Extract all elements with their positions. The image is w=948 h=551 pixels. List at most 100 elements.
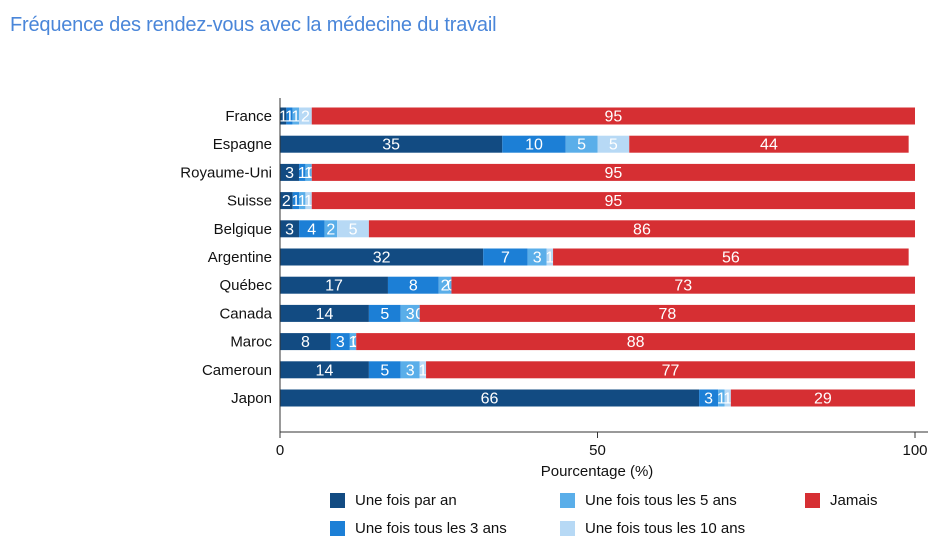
bar-segment xyxy=(280,304,369,322)
bar-segment xyxy=(280,333,331,351)
bar-segment xyxy=(349,333,357,351)
bar-segment xyxy=(368,220,915,238)
bar-value-label: 14 xyxy=(316,362,334,379)
category-label: Belgique xyxy=(214,221,272,238)
bar-segment xyxy=(280,163,300,181)
bar-segment xyxy=(299,107,312,125)
bar-segment xyxy=(419,304,915,322)
legend-item-jamais: Jamais xyxy=(805,492,878,509)
bar-value-label: 2 xyxy=(441,278,450,295)
bar-segment xyxy=(724,389,731,407)
bar-value-label: 1 xyxy=(723,391,732,408)
category-labels: France Espagne Royaume-Uni Suisse Belgique Ar… xyxy=(180,108,272,407)
bar-value-label: 5 xyxy=(380,306,389,323)
bar-segment xyxy=(337,220,369,238)
bar-segment xyxy=(553,248,909,266)
category-label: Québec xyxy=(219,277,272,294)
bar-segment xyxy=(527,248,547,266)
category-label: Canada xyxy=(219,305,272,322)
bar-value-label: 1 xyxy=(291,109,300,126)
bar-segment xyxy=(305,192,312,210)
bar-value-label: 3 xyxy=(533,250,542,267)
bar-segment xyxy=(438,276,452,294)
bar-value-label: 4 xyxy=(307,221,316,238)
bar-segment xyxy=(299,192,306,210)
bar-value-label: 29 xyxy=(814,391,832,408)
bar-value-label: 3 xyxy=(704,391,713,408)
bar-value-label: 8 xyxy=(301,334,310,351)
x-axis: 0 50 100 xyxy=(276,98,928,459)
bar-segment xyxy=(280,389,700,407)
bar-value-label: 7 xyxy=(501,250,510,267)
bar-value-label: 1 xyxy=(285,109,294,126)
legend-label-5-ans: Une fois tous les 5 ans xyxy=(585,492,737,509)
bar-segment xyxy=(546,248,554,266)
bar-value-label: 1 xyxy=(717,391,726,408)
bar-value-label: 1 xyxy=(298,193,307,210)
bar-segment xyxy=(280,248,484,266)
bar-value-label: 77 xyxy=(662,362,680,379)
bars-group: 1112953510554431109521119534258632731561… xyxy=(279,107,915,408)
bar-segment xyxy=(565,135,598,153)
bar-segment xyxy=(730,389,915,407)
bar-value-label: 1 xyxy=(545,250,554,267)
bar-value-label: 5 xyxy=(380,362,389,379)
bar-segment xyxy=(311,107,915,125)
bar-segment xyxy=(311,192,915,210)
bar-value-label: 5 xyxy=(609,137,618,154)
bar-value-label: 73 xyxy=(674,278,692,295)
category-label: Japon xyxy=(231,390,272,407)
bar-segment xyxy=(280,361,369,379)
legend-swatch-5-ans xyxy=(560,493,575,508)
bar-segment xyxy=(400,361,420,379)
bar-segment xyxy=(368,304,401,322)
x-tick-label: 100 xyxy=(902,442,927,459)
bar-segment xyxy=(387,276,439,294)
legend-item-5-ans: Une fois tous les 5 ans xyxy=(560,492,737,509)
bar-value-label: 2 xyxy=(326,221,335,238)
bar-value-label: 1 xyxy=(279,109,288,126)
bar-segment xyxy=(451,276,915,294)
bar-segment xyxy=(280,276,388,294)
bar-value-label: 95 xyxy=(604,109,622,126)
bar-value-label: 44 xyxy=(760,137,778,154)
legend-item-10-ans: Une fois tous les 10 ans xyxy=(560,520,745,537)
x-tick-label: 50 xyxy=(589,442,606,459)
bar-segment xyxy=(629,135,909,153)
legend-swatch-10-ans xyxy=(560,521,575,536)
bar-value-label: 2 xyxy=(301,109,310,126)
bar-value-label: 5 xyxy=(349,221,358,238)
bar-value-label: 1 xyxy=(298,165,307,182)
bar-segment xyxy=(699,389,719,407)
bar-value-label: 35 xyxy=(382,137,400,154)
bar-segment xyxy=(305,163,312,181)
bar-value-label: 1 xyxy=(304,165,313,182)
bar-segment xyxy=(419,361,427,379)
page-title: Fréquence des rendez-vous avec la médeci… xyxy=(10,14,497,36)
bar-segment xyxy=(280,192,293,210)
category-label: Argentine xyxy=(208,249,272,266)
bar-value-label: 3 xyxy=(336,334,345,351)
legend-label-jamais: Jamais xyxy=(830,492,878,509)
bar-value-label: 1 xyxy=(291,193,300,210)
bar-segment xyxy=(286,107,293,125)
bar-segment xyxy=(483,248,528,266)
bar-segment xyxy=(368,361,401,379)
legend-item-3-ans: Une fois tous les 3 ans xyxy=(330,520,507,537)
bar-value-label: 78 xyxy=(658,306,676,323)
bar-segment xyxy=(280,135,503,153)
bar-value-label: 2 xyxy=(282,193,291,210)
bar-segment xyxy=(426,361,915,379)
bar-segment xyxy=(718,389,725,407)
bar-value-label: 17 xyxy=(325,278,343,295)
bar-segment xyxy=(292,192,300,210)
legend: Une fois par an Une fois tous les 3 ans … xyxy=(330,492,930,548)
bar-value-label: 32 xyxy=(373,250,391,267)
bar-value-label: 56 xyxy=(722,250,740,267)
bar-segment xyxy=(502,135,566,153)
category-label: Suisse xyxy=(227,193,272,210)
bar-segment xyxy=(280,220,300,238)
bar-segment xyxy=(280,107,287,125)
category-label: Espagne xyxy=(213,136,272,153)
